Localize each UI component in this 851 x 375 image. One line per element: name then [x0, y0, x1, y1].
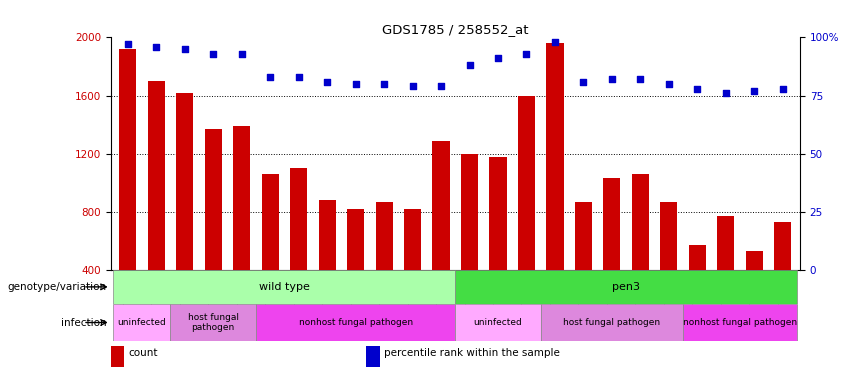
- Point: [662, 81, 676, 87]
- Point: [548, 39, 562, 45]
- Text: count: count: [129, 348, 158, 358]
- Bar: [347, 209, 364, 270]
- Bar: [176, 93, 193, 270]
- Point: [605, 76, 619, 82]
- Bar: [660, 202, 677, 270]
- Bar: [603, 178, 620, 270]
- Text: host fungal
pathogen: host fungal pathogen: [188, 313, 238, 332]
- Bar: [575, 202, 592, 270]
- Bar: [455, 270, 797, 304]
- Text: nonhost fungal pathogen: nonhost fungal pathogen: [683, 318, 797, 327]
- Bar: [489, 157, 506, 270]
- Bar: [366, 346, 380, 367]
- Bar: [290, 168, 307, 270]
- Text: genotype/variation: genotype/variation: [8, 282, 106, 292]
- Point: [263, 74, 277, 80]
- Bar: [455, 304, 540, 341]
- Text: uninfected: uninfected: [117, 318, 166, 327]
- Point: [520, 51, 534, 57]
- Point: [349, 81, 363, 87]
- Point: [747, 88, 761, 94]
- Bar: [256, 304, 455, 341]
- Bar: [170, 304, 256, 341]
- Bar: [375, 202, 392, 270]
- Point: [206, 51, 220, 57]
- Point: [235, 51, 248, 57]
- Text: wild type: wild type: [259, 282, 310, 292]
- Point: [320, 79, 334, 85]
- Bar: [318, 200, 335, 270]
- Point: [121, 42, 134, 48]
- Bar: [461, 154, 478, 270]
- Bar: [119, 49, 136, 270]
- Point: [434, 83, 448, 89]
- Point: [634, 76, 648, 82]
- Text: host fungal pathogen: host fungal pathogen: [563, 318, 660, 327]
- Bar: [113, 304, 170, 341]
- Text: pen3: pen3: [612, 282, 640, 292]
- Bar: [745, 251, 762, 270]
- Bar: [540, 304, 683, 341]
- Point: [491, 56, 505, 62]
- Bar: [683, 304, 797, 341]
- Bar: [774, 222, 791, 270]
- Point: [691, 86, 705, 92]
- Text: infection: infection: [60, 318, 106, 327]
- Point: [776, 86, 790, 92]
- Bar: [233, 126, 250, 270]
- Point: [463, 62, 477, 68]
- Bar: [113, 270, 455, 304]
- Point: [577, 79, 591, 85]
- Text: percentile rank within the sample: percentile rank within the sample: [384, 348, 560, 358]
- Bar: [632, 174, 649, 270]
- Bar: [404, 209, 421, 270]
- Point: [292, 74, 306, 80]
- Bar: [688, 245, 706, 270]
- Title: GDS1785 / 258552_at: GDS1785 / 258552_at: [382, 23, 528, 36]
- Bar: [111, 346, 124, 367]
- Point: [377, 81, 391, 87]
- Bar: [546, 43, 563, 270]
- Bar: [204, 129, 222, 270]
- Bar: [432, 141, 449, 270]
- Bar: [148, 81, 165, 270]
- Point: [406, 83, 420, 89]
- Bar: [518, 96, 535, 270]
- Bar: [261, 174, 278, 270]
- Text: uninfected: uninfected: [474, 318, 523, 327]
- Point: [719, 90, 733, 96]
- Bar: [717, 216, 734, 270]
- Point: [150, 44, 163, 50]
- Text: nonhost fungal pathogen: nonhost fungal pathogen: [299, 318, 413, 327]
- Point: [178, 46, 191, 52]
